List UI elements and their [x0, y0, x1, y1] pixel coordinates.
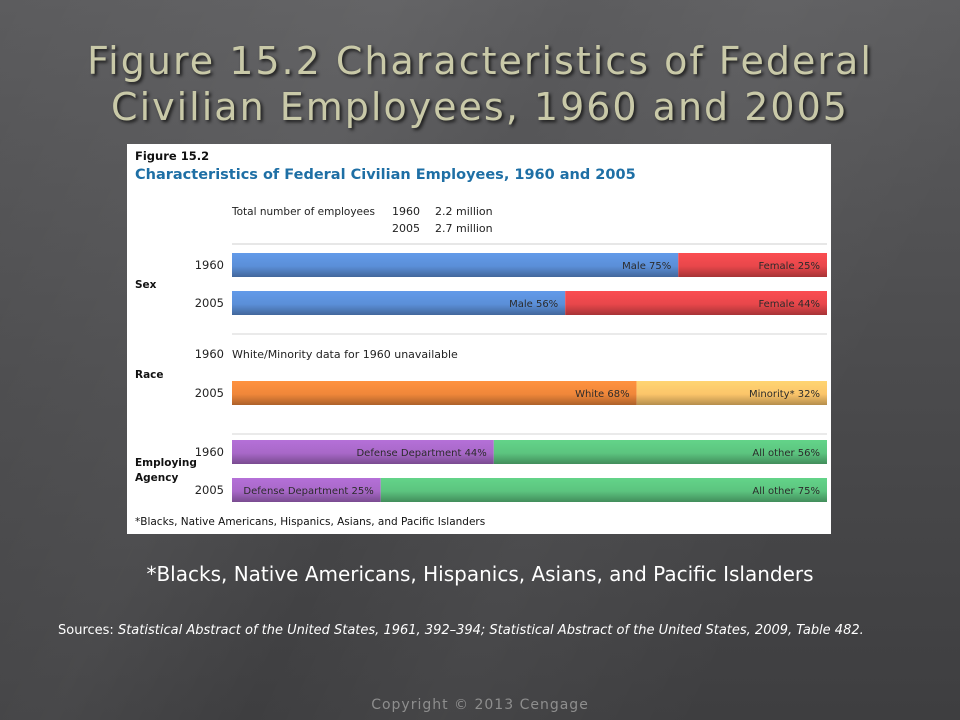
- bar-data-label: Male 56%: [509, 299, 558, 310]
- bar-segment-all-other: [380, 478, 827, 502]
- row-year-label: 1960: [195, 258, 224, 272]
- row-year-label: 2005: [195, 296, 224, 310]
- bar-data-label: Female 44%: [758, 299, 820, 310]
- bar-data-label: White 68%: [575, 389, 629, 400]
- figure-chart: Figure 15.2 Characteristics of Federal C…: [127, 144, 831, 534]
- group-label: Employing Agency: [135, 457, 197, 484]
- slide-title-line1: Figure 15.2 Characteristics of Federal: [87, 39, 873, 83]
- figure-label: Figure 15.2: [135, 149, 209, 163]
- sources-block: Sources: Statistical Abstract of the Uni…: [58, 622, 898, 640]
- chart-title: Characteristics of Federal Civilian Empl…: [135, 167, 636, 183]
- bar-segment-female: [678, 253, 827, 277]
- bar-segment-defense-department: [232, 440, 494, 464]
- bar-segment-female: [565, 291, 827, 315]
- sources-label: Sources:: [58, 623, 114, 638]
- group-label: Sex: [135, 279, 157, 291]
- row-year-label: 1960: [195, 347, 224, 361]
- bar-segment-male: [232, 291, 566, 315]
- unavailable-note: White/Minority data for 1960 unavailable: [232, 348, 458, 361]
- copyright: Copyright © 2013 Cengage: [371, 697, 589, 713]
- bar-data-label: All other 75%: [752, 486, 820, 497]
- bar-segment-all-other: [493, 440, 827, 464]
- bar-segment-white: [232, 381, 637, 405]
- bar-data-label: Defense Department 25%: [243, 486, 373, 497]
- slide-title-line2: Civilian Employees, 1960 and 2005: [111, 85, 849, 129]
- bar-data-label: Female 25%: [758, 261, 820, 272]
- bar-data-label: Male 75%: [622, 261, 671, 272]
- bar-segment-minority: [636, 381, 827, 405]
- figure-footnote: *Blacks, Native Americans, Hispanics, As…: [135, 516, 485, 528]
- slide-footnote: *Blacks, Native Americans, Hispanics, As…: [146, 562, 814, 586]
- total-value-2005: 2.7 million: [435, 222, 493, 235]
- bar-segment-male: [232, 253, 679, 277]
- total-year-2005: 2005: [392, 222, 420, 235]
- bars-layer: Sex 1960 Male 75% Female 25% 2005 Male 56% Fem…: [135, 253, 827, 502]
- row-year-label: 2005: [195, 386, 224, 400]
- row-year-label: 1960: [195, 445, 224, 459]
- bar-data-label: Defense Department 44%: [356, 448, 486, 459]
- sources-text: Statistical Abstract of the United State…: [117, 623, 864, 638]
- bar-segment-defense-department: [232, 478, 381, 502]
- bar-data-label: All other 56%: [752, 448, 820, 459]
- bar-data-label: Minority* 32%: [749, 389, 820, 400]
- group-label: Race: [135, 369, 164, 381]
- total-value-1960: 2.2 million: [435, 205, 493, 218]
- row-year-label: 2005: [195, 483, 224, 497]
- total-year-1960: 1960: [392, 205, 420, 218]
- totals-label: Total number of employees: [231, 206, 375, 218]
